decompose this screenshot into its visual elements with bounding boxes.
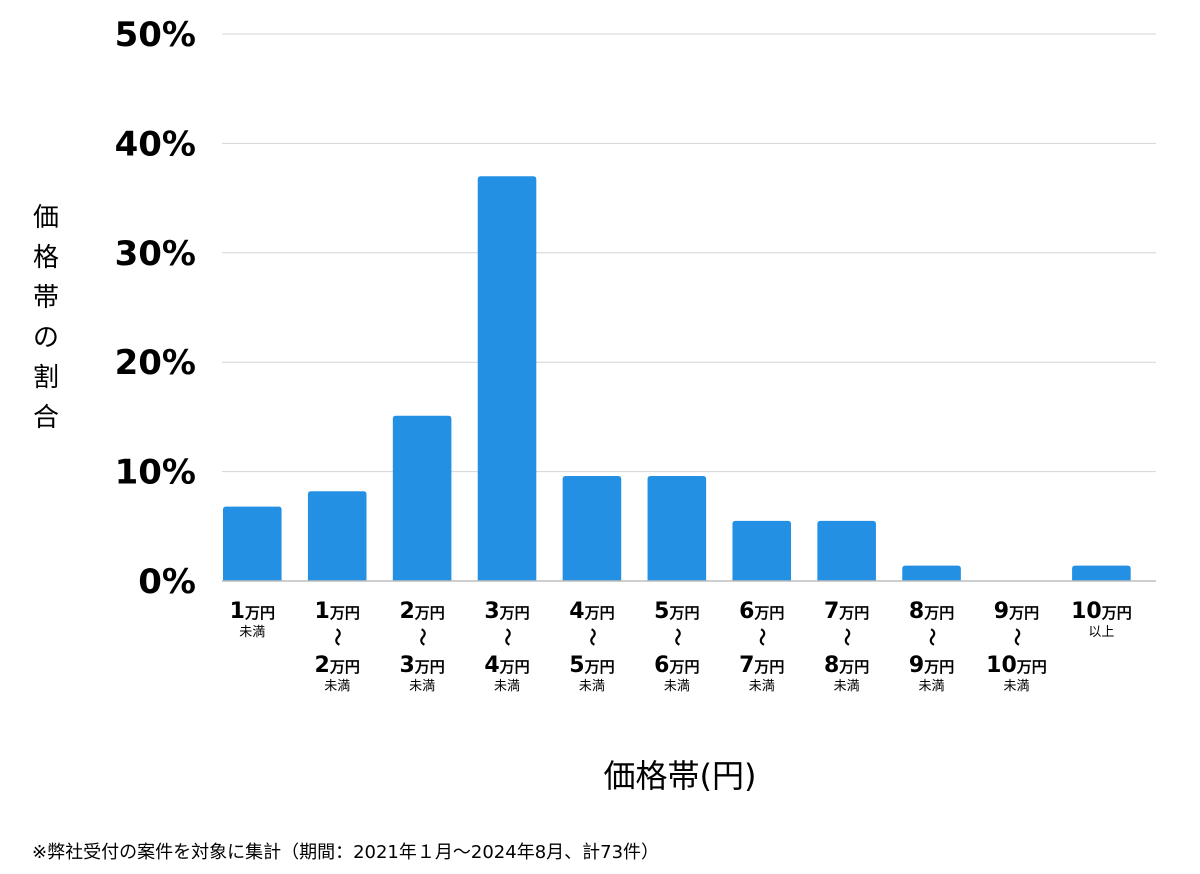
x-tick-label: 8万円 xyxy=(909,599,954,624)
bar xyxy=(647,475,707,581)
x-tick-label: 5万円 xyxy=(569,653,614,678)
x-tick-range-mark: 〜 xyxy=(921,628,942,646)
x-tick-range-mark: 〜 xyxy=(836,628,857,646)
y-axis-label-char: の xyxy=(33,323,59,353)
y-tick-label: 40% xyxy=(115,124,196,164)
y-tick-label: 0% xyxy=(138,562,196,602)
x-tick-suffix: 未満 xyxy=(1003,679,1029,694)
x-tick-range-mark: 〜 xyxy=(581,628,602,646)
y-axis-ticks: 0% 10% 20% 30% 40% 50% xyxy=(115,15,196,602)
x-tick-suffix: 未満 xyxy=(919,679,945,694)
x-tick-suffix: 未満 xyxy=(324,679,350,694)
x-tick-range-mark: 〜 xyxy=(666,628,687,646)
footnote: ※弊社受付の案件を対象に集計（期間：2021年１月〜2024年8月、計73件） xyxy=(32,842,659,863)
x-tick-label: 1万円 xyxy=(315,599,360,624)
bar xyxy=(477,176,537,581)
bar xyxy=(1072,565,1131,581)
y-axis-label-char: 価 xyxy=(33,203,59,233)
x-tick-label: 5万円 xyxy=(654,599,699,624)
x-axis-categories: 1万円未満1万円〜2万円未満2万円〜3万円未満3万円〜4万円未満4万円〜5万円未… xyxy=(230,599,1132,694)
x-axis-label: 価格帯(円) xyxy=(604,757,757,795)
x-tick-suffix: 未満 xyxy=(834,679,860,694)
bar xyxy=(817,520,876,581)
x-tick-label: 3万円 xyxy=(399,653,444,678)
bar xyxy=(902,565,961,581)
y-axis-label-char: 帯 xyxy=(33,283,59,313)
x-tick-suffix: 未満 xyxy=(749,679,775,694)
bar xyxy=(392,415,452,581)
x-tick-label: 4万円 xyxy=(484,653,529,678)
x-tick-label: 3万円 xyxy=(484,599,529,624)
y-tick-label: 10% xyxy=(115,453,196,493)
x-tick-label: 9万円 xyxy=(994,599,1039,624)
y-tick-label: 30% xyxy=(115,234,196,274)
x-tick-label: 2万円 xyxy=(399,599,444,624)
bars xyxy=(223,176,1131,581)
x-tick-label: 2万円 xyxy=(315,653,360,678)
x-tick-label: 1万円 xyxy=(230,599,275,624)
x-tick-label: 6万円 xyxy=(739,599,784,624)
x-tick-suffix: 未満 xyxy=(579,679,605,694)
x-tick-suffix: 未満 xyxy=(409,679,435,694)
x-tick-range-mark: 〜 xyxy=(326,628,347,646)
x-tick-range-mark: 〜 xyxy=(411,628,432,646)
x-tick-label: 9万円 xyxy=(909,653,954,678)
x-tick-range-mark: 〜 xyxy=(496,628,517,646)
x-tick-suffix: 未満 xyxy=(494,679,520,694)
y-axis-label-char: 割 xyxy=(33,363,59,393)
bar xyxy=(307,491,367,581)
gridlines xyxy=(222,33,1156,473)
x-tick-label: 7万円 xyxy=(824,599,869,624)
y-tick-label: 20% xyxy=(115,343,196,383)
y-axis-label-char: 合 xyxy=(33,403,59,433)
x-tick-suffix: 以上 xyxy=(1088,625,1114,640)
x-tick-suffix: 未満 xyxy=(664,679,690,694)
y-tick-label: 50% xyxy=(115,15,196,55)
x-tick-range-mark: 〜 xyxy=(751,628,772,646)
x-tick-label: 7万円 xyxy=(739,653,784,678)
x-tick-label: 6万円 xyxy=(654,653,699,678)
y-axis-label-char: 格 xyxy=(33,243,59,273)
bar xyxy=(223,506,282,581)
x-tick-range-mark: 〜 xyxy=(1005,628,1026,646)
x-tick-label: 4万円 xyxy=(569,599,614,624)
x-tick-suffix: 未満 xyxy=(239,625,265,640)
x-tick-label: 10万円 xyxy=(986,653,1047,678)
bar xyxy=(562,475,622,581)
x-tick-label: 8万円 xyxy=(824,653,869,678)
x-tick-label: 10万円 xyxy=(1071,599,1132,624)
bar xyxy=(732,520,792,581)
